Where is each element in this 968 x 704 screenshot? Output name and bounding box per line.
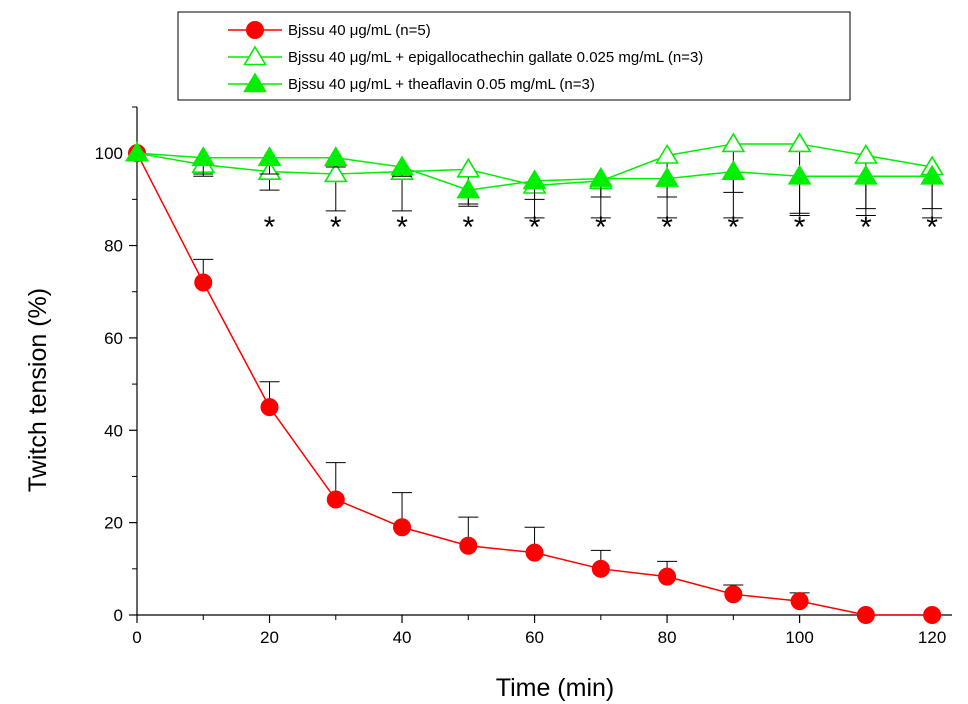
significance-mark: *	[661, 211, 673, 244]
significance-mark: *	[926, 211, 938, 244]
legend-label: Bjssu 40 μg/mL + theaflavin 0.05 mg/mL (…	[288, 76, 595, 93]
y-tick-label: 100	[95, 144, 123, 163]
data-point	[787, 164, 812, 185]
data-point	[655, 143, 679, 164]
significance-mark: *	[396, 211, 408, 244]
data-point	[323, 162, 348, 183]
legend-entry-1: Bjssu 40 μg/mL (n=5)	[228, 21, 431, 39]
legend-marker	[246, 21, 264, 39]
significance-mark: *	[794, 211, 806, 244]
significance-mark: *	[264, 211, 276, 244]
data-point	[326, 490, 345, 509]
data-point	[522, 169, 547, 190]
y-axis-title: Twitch tension (%)	[24, 288, 52, 492]
significance-mark: *	[860, 211, 872, 244]
y-tick-label: 40	[104, 421, 123, 440]
data-point	[525, 543, 544, 562]
series-layer	[125, 132, 945, 624]
y-tick-label: 20	[104, 514, 123, 533]
significance-mark: *	[595, 211, 607, 244]
axes	[136, 107, 952, 616]
x-tick-label: 100	[785, 628, 813, 647]
data-point	[390, 155, 414, 176]
x-tick-label: 0	[132, 628, 141, 647]
significance-mark: *	[727, 211, 739, 244]
legend: Bjssu 40 μg/mL (n=5) Bjssu 40 μg/mL + epi…	[177, 11, 851, 101]
data-point	[591, 559, 610, 578]
legend-marker	[243, 45, 267, 66]
legend-entry-2: Bjssu 40 μg/mL + epigallocathechin galla…	[228, 45, 703, 66]
series-1	[128, 144, 942, 624]
legend-marker	[243, 72, 267, 93]
legend-entry-3: Bjssu 40 μg/mL + theaflavin 0.05 mg/mL (…	[228, 72, 595, 93]
data-point	[787, 132, 812, 153]
data-point	[393, 518, 412, 537]
legend-label: Bjssu 40 μg/mL (n=5)	[288, 22, 431, 39]
data-point	[125, 141, 149, 162]
data-point	[790, 592, 809, 611]
y-tick-label: 60	[104, 329, 123, 348]
x-axis-title: Time (min)	[496, 674, 615, 702]
legend-label: Bjssu 40 μg/mL + epigallocathechin galla…	[288, 49, 703, 66]
data-point	[456, 178, 481, 199]
data-point	[724, 585, 743, 604]
data-point	[323, 146, 348, 167]
series-3	[125, 141, 945, 214]
x-tick-label: 120	[918, 628, 946, 647]
x-tick-label: 20	[260, 628, 279, 647]
data-point	[853, 143, 878, 164]
x-tick-label: 40	[393, 628, 412, 647]
data-point	[721, 160, 746, 180]
significance-mark: *	[330, 211, 342, 244]
x-tick-label: 60	[525, 628, 544, 647]
series-2	[125, 132, 945, 219]
significance-marks: * * * * * * * * * * *	[264, 211, 939, 244]
data-point	[191, 146, 216, 167]
ticks: 0 20 40 60 80 100 120 0 20 40 60 80 100	[95, 106, 946, 647]
significance-mark: *	[462, 211, 474, 244]
significance-mark: *	[529, 211, 541, 244]
data-point	[588, 167, 613, 187]
legend-box	[177, 11, 851, 101]
y-tick-label: 80	[104, 237, 123, 256]
data-point	[658, 567, 677, 586]
data-point	[856, 606, 875, 624]
data-point	[257, 146, 282, 167]
data-point	[456, 157, 481, 178]
data-point	[920, 164, 945, 185]
data-point	[655, 167, 679, 187]
x-tick-label: 80	[658, 628, 677, 647]
data-point	[459, 536, 478, 555]
y-tick-label: 0	[114, 606, 123, 625]
data-point	[194, 273, 213, 292]
data-point	[721, 132, 746, 153]
data-point	[260, 398, 279, 417]
data-point	[853, 164, 878, 185]
data-point	[923, 606, 942, 624]
